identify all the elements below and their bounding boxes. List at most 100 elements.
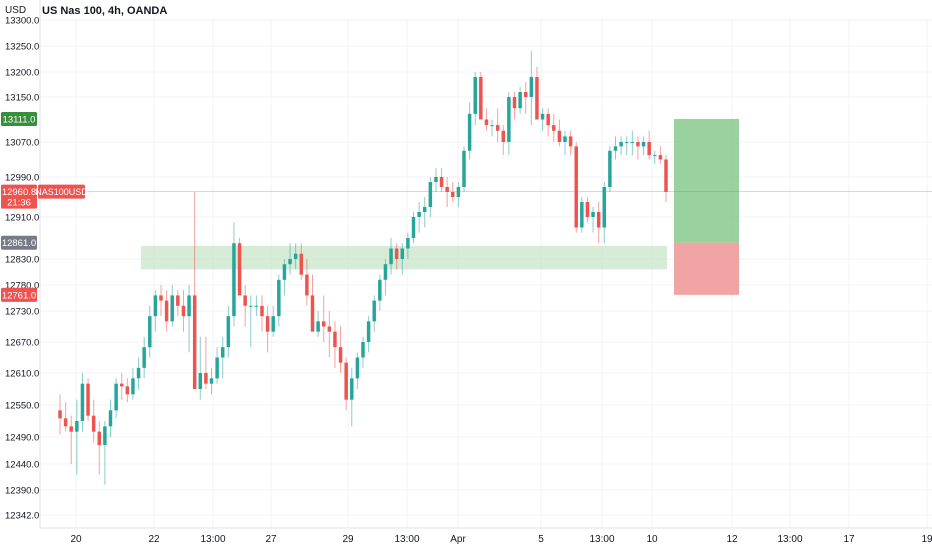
candle[interactable] [277,274,281,327]
candle[interactable] [596,202,601,244]
candle[interactable] [394,243,399,270]
candle[interactable] [563,130,567,156]
candle[interactable] [350,367,354,427]
candle[interactable] [613,136,618,160]
candle[interactable] [372,295,376,332]
candle[interactable] [366,316,371,353]
candle[interactable] [176,290,180,317]
candle[interactable] [164,290,169,332]
candle[interactable] [658,146,663,164]
candle[interactable] [535,66,539,120]
candle[interactable] [557,119,562,147]
candle[interactable] [63,402,68,432]
candle[interactable] [361,336,365,368]
candle[interactable] [490,119,494,137]
loss-zone[interactable] [674,242,739,295]
candle[interactable] [69,415,73,464]
candle[interactable] [411,212,416,244]
candle[interactable] [473,72,477,126]
candle[interactable] [568,130,573,156]
candle[interactable] [647,130,651,160]
candle[interactable] [316,311,320,337]
candle[interactable] [209,367,214,395]
candle[interactable] [249,295,253,348]
candle[interactable] [310,274,315,332]
candle[interactable] [641,136,646,156]
candle[interactable] [400,243,405,275]
candle[interactable] [271,305,275,337]
candle[interactable] [321,295,326,342]
candle[interactable] [114,378,118,419]
candle[interactable] [327,311,332,358]
candle[interactable] [546,108,550,137]
candle[interactable] [624,136,629,156]
candle[interactable] [108,399,113,437]
candle[interactable] [501,125,506,156]
candle[interactable] [619,136,623,156]
candles[interactable] [58,51,668,485]
candle[interactable] [451,182,455,202]
candle[interactable] [456,182,461,207]
candle[interactable] [305,259,309,306]
candle[interactable] [119,373,124,400]
candle[interactable] [636,136,640,160]
candle[interactable] [664,155,668,202]
candle[interactable] [518,87,522,114]
candle[interactable] [220,336,225,379]
candle[interactable] [254,295,259,317]
candle[interactable] [153,290,158,332]
candle[interactable] [136,357,141,390]
candle[interactable] [243,285,247,327]
candle[interactable] [282,259,287,296]
candle[interactable] [198,336,203,400]
candle[interactable] [653,150,657,164]
candle[interactable] [383,259,388,296]
candle[interactable] [445,177,449,207]
candle[interactable] [131,367,135,400]
candle[interactable] [192,192,197,389]
candle[interactable] [91,399,96,443]
candle[interactable] [226,305,231,358]
candle[interactable] [58,394,62,435]
candle[interactable] [125,378,130,403]
candle[interactable] [529,51,534,126]
candle[interactable] [333,321,337,368]
candle[interactable] [338,326,343,374]
candle[interactable] [608,146,612,192]
candle[interactable] [159,285,163,317]
candle[interactable] [215,347,219,384]
candle[interactable] [434,168,438,192]
candle[interactable] [540,108,545,131]
candle[interactable] [170,285,174,327]
candle[interactable] [484,108,489,131]
candle[interactable] [103,421,107,485]
candle[interactable] [439,168,444,192]
candle[interactable] [86,378,90,421]
candle[interactable] [344,357,348,411]
candle[interactable] [417,202,421,233]
candle[interactable] [97,421,102,475]
candle[interactable] [574,142,578,233]
candle[interactable] [630,130,635,156]
candle[interactable] [462,146,466,192]
profit-zone[interactable] [674,118,739,243]
candle[interactable] [512,92,517,120]
candle[interactable] [378,274,382,311]
candle[interactable] [552,113,556,142]
candle[interactable] [293,243,298,270]
candle[interactable] [507,92,511,156]
candle[interactable] [260,295,264,332]
candle[interactable] [422,197,427,228]
candle[interactable] [288,243,292,275]
candle[interactable] [467,102,472,160]
candle[interactable] [495,108,500,142]
candle[interactable] [428,177,433,217]
candle[interactable] [406,232,410,259]
candle[interactable] [204,336,208,389]
candle[interactable] [479,72,483,120]
candle[interactable] [237,238,242,296]
candle[interactable] [523,82,528,114]
candle[interactable] [580,197,584,233]
candle[interactable] [265,305,270,353]
